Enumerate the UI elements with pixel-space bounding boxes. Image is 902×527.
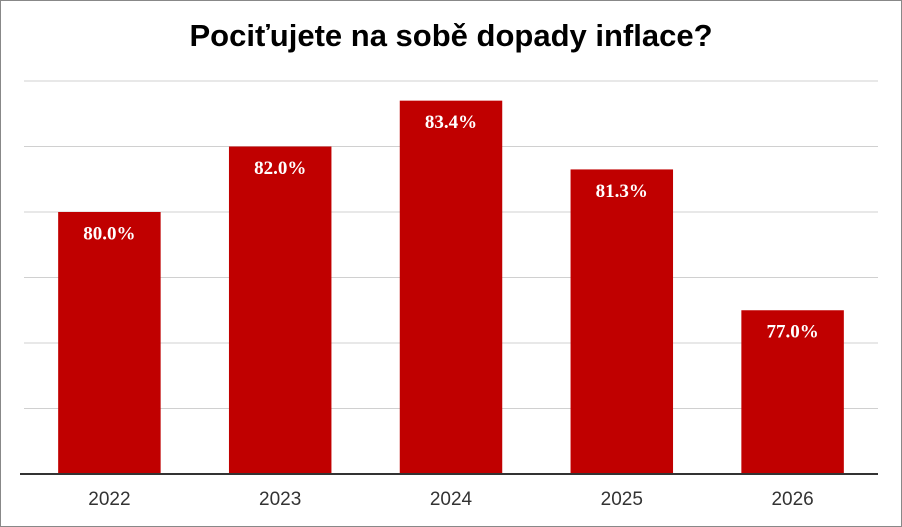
value-label: 80.0% [83,223,135,244]
value-label: 81.3% [596,181,648,202]
x-tick-label: 2026 [771,489,813,510]
value-label: 82.0% [254,158,306,179]
chart-title: Pociťujete na sobě dopady inflace? [189,18,712,53]
x-tick-label: 2023 [259,489,301,510]
bar [228,146,332,474]
bar [58,212,161,474]
x-tick-label: 2024 [430,489,473,510]
x-tick-label: 2022 [88,489,130,510]
bar [570,169,674,475]
value-label: 83.4% [425,112,477,133]
value-label: 77.0% [766,322,818,343]
bar [399,100,503,475]
bar [741,310,844,474]
x-tick-label: 2025 [601,489,643,510]
